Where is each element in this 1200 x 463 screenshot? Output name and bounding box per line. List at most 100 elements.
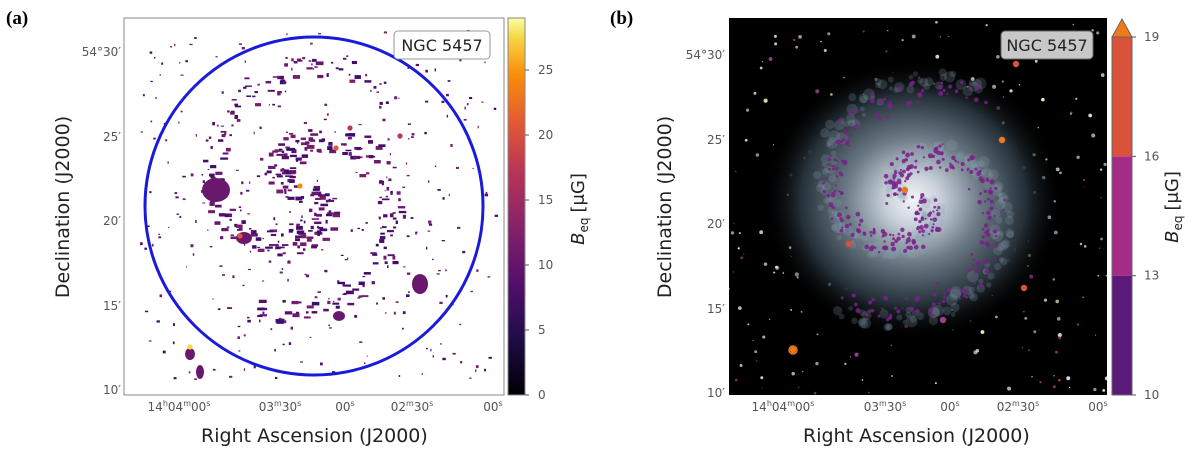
arm-glow bbox=[854, 232, 860, 239]
star bbox=[1041, 97, 1045, 102]
arm-glow bbox=[833, 199, 842, 208]
field-pixel bbox=[406, 294, 410, 298]
field-pixel bbox=[364, 272, 371, 275]
field-pixel bbox=[398, 210, 407, 214]
panel-a-colorbar-ticks: 0 5 10 15 20 25 bbox=[525, 63, 553, 402]
field-pixel bbox=[388, 178, 392, 182]
field-contour-dot bbox=[832, 164, 835, 168]
field-hotspot bbox=[397, 133, 403, 139]
field-contour-dot bbox=[951, 166, 955, 170]
field-pixel bbox=[415, 63, 420, 67]
field-pixel bbox=[328, 142, 333, 146]
arm-glow bbox=[906, 85, 915, 94]
field-pixel bbox=[387, 138, 390, 141]
field-pixel bbox=[392, 212, 396, 214]
arm-glow bbox=[978, 160, 985, 168]
field-pixel bbox=[303, 122, 307, 125]
arm-glow bbox=[954, 153, 963, 162]
arm-glow bbox=[917, 231, 929, 243]
field-contour-dot bbox=[929, 313, 934, 317]
field-pixel bbox=[140, 242, 143, 246]
field-pixel bbox=[295, 157, 302, 161]
star bbox=[795, 45, 799, 49]
field-contour-dot bbox=[980, 178, 985, 184]
field-pixel bbox=[351, 60, 357, 65]
arm-glow bbox=[922, 211, 930, 219]
field-pixel bbox=[291, 149, 297, 154]
field-pixel bbox=[272, 176, 275, 179]
field-pixel bbox=[427, 230, 431, 232]
field-pixel bbox=[229, 375, 233, 378]
field-clump bbox=[185, 348, 195, 360]
field-pixel bbox=[487, 276, 491, 278]
field-contour-dot bbox=[920, 145, 925, 150]
field-contour-dot bbox=[917, 204, 920, 207]
field-contour-dot bbox=[921, 229, 926, 233]
x-tick-label: 00s bbox=[1088, 399, 1107, 414]
field-pixel bbox=[439, 301, 443, 304]
arm-glow bbox=[858, 93, 869, 104]
field-pixel bbox=[459, 323, 462, 326]
field-contour-dot bbox=[900, 227, 905, 232]
arm-glow bbox=[905, 315, 918, 328]
field-pixel bbox=[407, 138, 410, 140]
field-contour-dot bbox=[975, 85, 980, 89]
field-pixel bbox=[244, 77, 250, 80]
field-pixel bbox=[280, 168, 285, 172]
colorbar-tick-label: 25 bbox=[538, 63, 553, 77]
field-pixel bbox=[308, 208, 313, 212]
y-tick-label: 20′ bbox=[707, 217, 725, 231]
panel-b-label: (b) bbox=[610, 8, 634, 29]
field-pixel bbox=[194, 37, 197, 39]
field-pixel bbox=[313, 185, 321, 190]
star bbox=[1072, 23, 1075, 26]
field-pixel bbox=[440, 343, 442, 345]
field-pixel bbox=[289, 170, 297, 174]
star bbox=[1091, 133, 1096, 138]
field-pixel bbox=[301, 154, 309, 158]
field-pixel bbox=[310, 42, 313, 45]
colorbar-tick-label: 20 bbox=[538, 128, 553, 142]
arm-glow bbox=[998, 196, 1005, 204]
field-pixel bbox=[390, 234, 393, 237]
field-pixel bbox=[258, 299, 267, 304]
x-tick-label: 02m30s bbox=[997, 399, 1040, 414]
field-pixel bbox=[220, 130, 227, 133]
arm-glow bbox=[830, 224, 838, 231]
field-pixel bbox=[410, 217, 414, 219]
field-pixel bbox=[295, 139, 300, 143]
field-contour-dot bbox=[883, 295, 889, 301]
star bbox=[1058, 336, 1062, 340]
field-pixel bbox=[311, 244, 319, 247]
field-pixel bbox=[383, 255, 387, 260]
panel-b-optical-image bbox=[729, 20, 1107, 395]
field-pixel bbox=[348, 152, 352, 156]
field-contour-dot bbox=[825, 176, 829, 180]
field-pixel bbox=[178, 62, 181, 64]
field-pixel bbox=[208, 136, 212, 139]
field-pixel bbox=[463, 119, 467, 121]
field-pixel bbox=[290, 134, 296, 139]
star bbox=[980, 330, 985, 334]
field-pixel bbox=[394, 96, 398, 100]
arm-glow bbox=[938, 68, 947, 77]
arm-glow bbox=[920, 227, 930, 237]
field-pixel bbox=[176, 213, 180, 215]
star bbox=[1033, 330, 1037, 334]
field-pixel bbox=[144, 247, 147, 250]
arm-glow bbox=[872, 249, 879, 256]
field-pixel bbox=[301, 215, 303, 218]
field-pixel bbox=[283, 81, 287, 84]
field-pixel bbox=[246, 95, 252, 97]
field-pixel bbox=[450, 144, 453, 147]
field-contour-dot bbox=[878, 100, 882, 104]
field-contour-dot bbox=[835, 175, 839, 178]
star bbox=[1083, 245, 1087, 248]
field-pixel bbox=[289, 154, 297, 158]
field-pixel bbox=[244, 85, 252, 88]
field-pixel bbox=[156, 320, 160, 323]
field-pixel bbox=[268, 152, 274, 157]
field-pixel bbox=[332, 302, 340, 305]
field-pixel bbox=[283, 137, 289, 141]
field-contour-dot bbox=[905, 297, 908, 300]
